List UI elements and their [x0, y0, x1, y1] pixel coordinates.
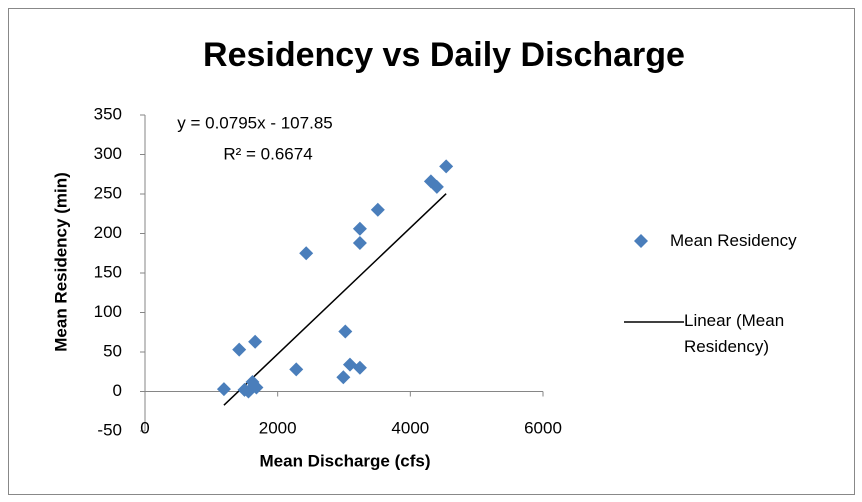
x-tick-label: 2000 — [259, 418, 297, 437]
y-tick-label: 150 — [94, 262, 122, 281]
legend-trend-label: Linear (Mean Residency) — [684, 311, 785, 356]
x-tick-label: 4000 — [391, 418, 429, 437]
trendline-equation: y = 0.0795x - 107.85 — [177, 113, 332, 132]
y-tick-label: 50 — [103, 341, 122, 360]
y-tick-label: 200 — [94, 223, 122, 242]
data-point — [352, 235, 367, 250]
data-point — [289, 362, 304, 377]
chart-border — [8, 8, 855, 495]
y-tick-label: 100 — [94, 302, 122, 321]
x-tick-label: 6000 — [524, 418, 562, 437]
y-tick-label: 350 — [94, 104, 122, 123]
data-point — [241, 384, 256, 399]
data-point — [352, 221, 367, 236]
y-tick-label: 0 — [113, 381, 122, 400]
trendline-r2: R² = 0.6674 — [223, 144, 312, 163]
data-point — [216, 382, 231, 397]
data-point — [439, 159, 454, 174]
trendline — [223, 193, 447, 406]
y-tick-label: 250 — [94, 183, 122, 202]
data-point — [370, 202, 385, 217]
x-axis-title: Mean Discharge (cfs) — [260, 451, 431, 470]
legend-series-label: Mean Residency — [670, 231, 797, 250]
y-tick-label: -50 — [97, 420, 122, 439]
y-tick-label: 300 — [94, 144, 122, 163]
data-point — [299, 246, 314, 261]
chart-title: Residency vs Daily Discharge — [203, 36, 685, 74]
data-point — [429, 179, 444, 194]
x-tick-label: 0 — [140, 418, 149, 437]
data-point — [352, 360, 367, 375]
data-point — [336, 370, 351, 385]
data-point — [248, 334, 263, 349]
data-point — [232, 342, 247, 357]
data-point — [338, 324, 353, 339]
y-axis-title: Mean Residency (min) — [51, 172, 70, 352]
legend-marker — [634, 234, 648, 248]
